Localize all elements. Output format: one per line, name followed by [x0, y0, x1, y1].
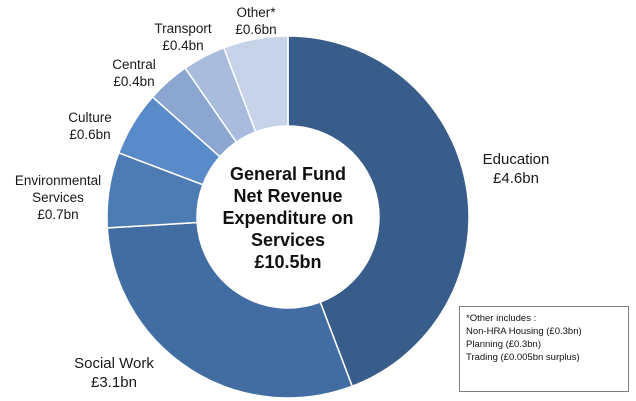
- label-culture: Culture £0.6bn: [52, 109, 128, 143]
- label-education-name: Education: [482, 151, 550, 168]
- label-education-value: £4.6bn: [493, 170, 539, 187]
- note-item: Trading (£0.005bn surplus): [466, 352, 580, 363]
- label-other-name: Other*: [236, 5, 276, 20]
- label-culture-name: Culture: [68, 110, 112, 125]
- label-transport-value: £0.4bn: [162, 38, 204, 53]
- note-item: Non-HRA Housing (£0.3bn): [466, 326, 582, 337]
- label-transport: Transport £0.4bn: [143, 20, 223, 54]
- slice-social-work: [106, 221, 354, 399]
- label-social-work: Social Work £3.1bn: [64, 354, 164, 392]
- label-transport-name: Transport: [154, 21, 212, 36]
- label-central: Central £0.4bn: [99, 56, 169, 90]
- label-central-value: £0.4bn: [113, 74, 155, 89]
- label-culture-value: £0.6bn: [69, 127, 111, 142]
- center-title-line-4: Services: [250, 230, 326, 250]
- label-environmental-line-1: Environmental: [14, 173, 102, 188]
- label-environmental-services: Environmental Services £0.7bn: [6, 172, 110, 223]
- center-total: £10.5bn: [254, 252, 322, 272]
- label-environmental-line-2: Services: [32, 190, 84, 205]
- label-social-work-name: Social Work: [74, 355, 154, 372]
- note-item: Planning (£0.3bn): [466, 339, 541, 350]
- label-environmental-value: £0.7bn: [37, 207, 79, 222]
- slice-education: [287, 35, 470, 388]
- note-heading: *Other includes :: [466, 313, 537, 324]
- label-central-name: Central: [112, 57, 156, 72]
- chart-center-title: General Fund Net Revenue Expenditure on …: [199, 163, 377, 273]
- label-education: Education £4.6bn: [474, 150, 558, 188]
- label-other-value: £0.6bn: [235, 22, 277, 37]
- other-includes-note: *Other includes : Non-HRA Housing (£0.3b…: [459, 306, 629, 392]
- label-other: Other* £0.6bn: [221, 4, 291, 38]
- center-title-line-2: Net Revenue: [233, 186, 343, 206]
- center-title-line-3: Expenditure on: [222, 208, 354, 228]
- label-social-work-value: £3.1bn: [91, 374, 137, 391]
- center-title-line-1: General Fund: [229, 164, 346, 184]
- slice-other: [222, 35, 289, 133]
